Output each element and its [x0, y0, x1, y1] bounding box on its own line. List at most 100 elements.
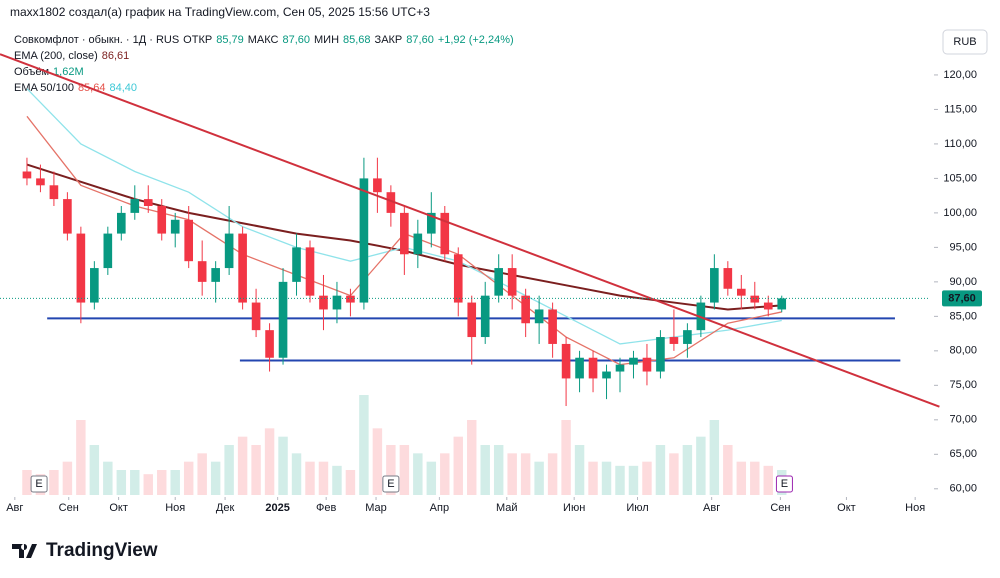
candle-body [278, 281, 288, 358]
volume-bar [345, 470, 356, 495]
currency-button[interactable] [942, 29, 988, 55]
y-tick-label: 100,00 [943, 207, 977, 219]
candle-body [319, 295, 328, 310]
candle-body [669, 337, 679, 344]
candle-body [615, 364, 625, 372]
volume-bar [426, 461, 437, 495]
candle-body [629, 357, 638, 365]
volume-bar [197, 453, 207, 495]
candle-body [723, 268, 733, 289]
y-tick-label: 70,00 [949, 414, 977, 426]
volume-bar [413, 453, 423, 495]
candle-body [76, 233, 86, 303]
volume-bar [291, 453, 302, 495]
y-tick-label: 110,00 [944, 138, 977, 150]
logo-text: TradingView [46, 540, 158, 561]
volume-bar [750, 461, 760, 495]
currency[interactable]: RUB [953, 36, 976, 48]
x-tick-label: Ноя [905, 502, 925, 514]
volume-bar [520, 453, 531, 495]
volume-bar [386, 445, 396, 495]
volume-bar [210, 461, 221, 495]
candle-body [386, 192, 396, 213]
ohlc-name: МАКС [248, 34, 279, 46]
volume-bar [318, 461, 329, 495]
candle-body [426, 212, 436, 234]
volume-bar [359, 395, 369, 495]
volume-bar [264, 428, 275, 495]
candle-body [238, 233, 247, 303]
volume-bar [89, 445, 100, 495]
candle-body [90, 268, 99, 303]
x-tick-label: Июл [626, 502, 648, 514]
y-tick-label: 80,00 [949, 345, 977, 357]
candle-body [736, 288, 746, 296]
x-tick-label: Авг [703, 502, 720, 514]
x-tick-label: Май [496, 502, 518, 514]
candle-body [143, 199, 153, 206]
indicator-value: 86,61 [102, 50, 130, 62]
volume-bar [183, 461, 194, 495]
candle-body [521, 295, 530, 324]
y-tick-label: 105,00 [943, 172, 977, 184]
event-label: E [387, 478, 394, 490]
candle-body [103, 233, 113, 269]
change: +1,92 (+2,24%) [438, 34, 514, 46]
volume-bar [601, 461, 612, 495]
candle-body [480, 295, 490, 338]
y-tick-label: 95,00 [949, 241, 977, 253]
y-tick-label: 85,00 [949, 310, 977, 322]
candle-body [130, 199, 140, 213]
x-tick-label: Апр [430, 502, 449, 514]
volume-bar [682, 445, 693, 495]
x-tick-label: Окт [109, 502, 128, 514]
x-tick-label: Ноя [165, 502, 185, 514]
volume-bar [103, 461, 113, 495]
volume-bar [574, 445, 585, 495]
ohlc-value: 87,60 [282, 34, 310, 46]
event-label: E [35, 478, 42, 490]
volume-bar [157, 470, 167, 495]
volume-bar [399, 445, 410, 495]
y-tick-label: 115,00 [944, 103, 977, 115]
volume-bar [696, 436, 706, 495]
ohlc-value: 87,60 [406, 34, 434, 46]
candle-body [359, 178, 369, 303]
logo: TradingView [12, 540, 158, 561]
volume-bar [493, 445, 504, 495]
candle-body [494, 268, 504, 296]
event-marker [30, 475, 48, 493]
candle-body [683, 330, 692, 344]
symbol: Совкомфлот · обыкн. · 1Д · RUS [14, 34, 179, 46]
indicator-value: 84,40 [109, 82, 137, 94]
candle-body [656, 337, 665, 372]
candle-body [332, 295, 342, 310]
candle-body [575, 357, 584, 379]
candle-body [197, 261, 207, 282]
candle-body [305, 247, 315, 296]
candle-body [413, 233, 423, 255]
candle-body [548, 309, 557, 344]
candle-body [602, 371, 611, 379]
indicator-name: EMA 50/100 [14, 82, 74, 94]
event-label: E [781, 478, 788, 490]
candle-body [750, 295, 760, 303]
legend: Совкомфлот · обыкн. · 1Д · RUS ОТКР 85,79 М… [14, 34, 514, 94]
ohlc-name: ОТКР [183, 34, 212, 46]
candle-body [453, 254, 463, 303]
candle-body [224, 233, 234, 269]
candle-body [184, 219, 194, 262]
indicator-name: EMA (200, close) [14, 50, 98, 62]
event-marker [775, 475, 793, 493]
volume-bar [440, 453, 450, 495]
volume-bar [561, 420, 571, 495]
trend-line [0, 53, 940, 408]
volume-bar [655, 445, 666, 495]
ohlc-name: ЗАКР [375, 34, 403, 46]
candle-body [440, 212, 450, 255]
candle-body [710, 268, 719, 303]
volume-bar [453, 436, 463, 495]
y-tick-label: 65,00 [949, 448, 977, 460]
last-price-label: 87,60 [948, 292, 976, 304]
y-tick-label: 90,00 [949, 276, 977, 288]
